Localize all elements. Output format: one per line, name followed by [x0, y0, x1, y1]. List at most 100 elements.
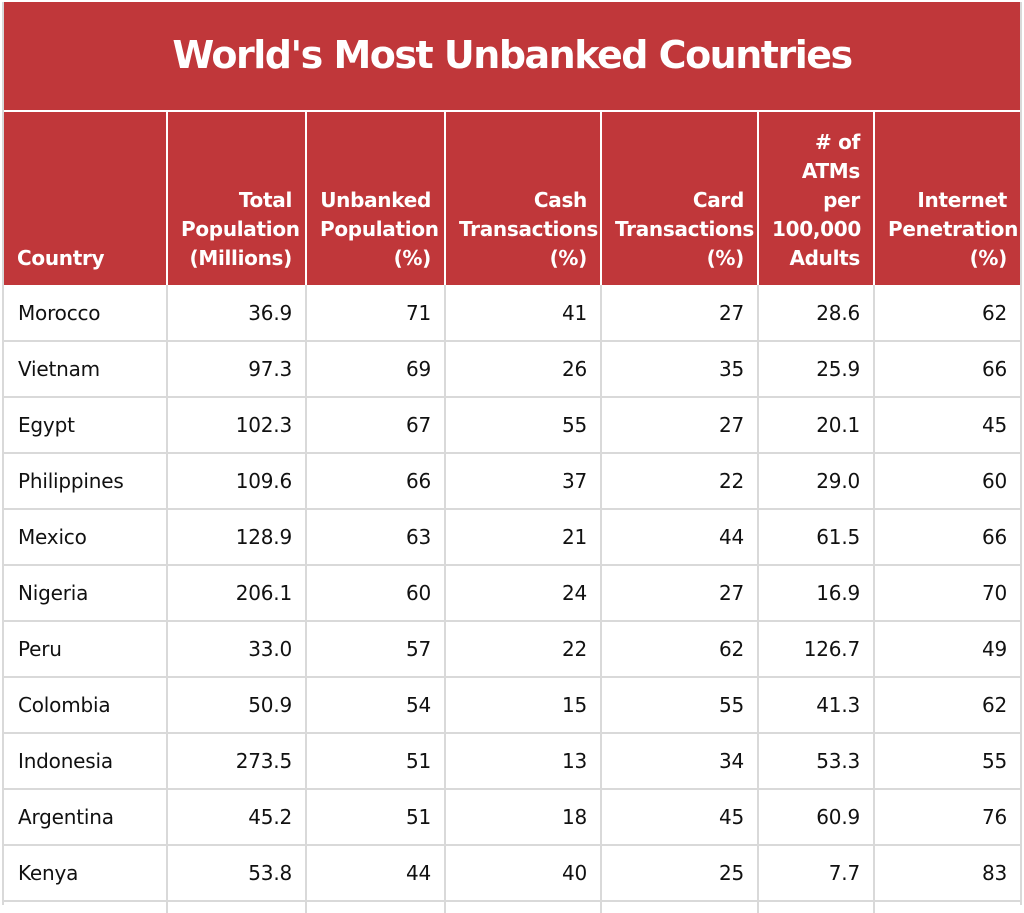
cell-unbanked-population: 51 — [305, 733, 445, 790]
column-header-card-transactions: Card Transactions (%) — [600, 110, 758, 285]
column-header-line: Total — [238, 188, 292, 212]
table-header: Country Total Population (Millions) Unbanked… — [4, 110, 1020, 285]
cell-internet-penetration: 66 — [873, 341, 1020, 398]
cell-total-population: 45.2 — [166, 789, 306, 846]
cell-atms-per-100k: 16.9 — [757, 565, 874, 622]
cell-atms-per-100k: 29.0 — [757, 453, 874, 510]
cell-cash-transactions: 55 — [444, 397, 601, 454]
column-header-line: (%) — [969, 246, 1008, 270]
cell-internet-penetration: 83 — [873, 845, 1020, 902]
cell-internet-penetration: 62 — [873, 677, 1020, 734]
column-header-line: Transactions — [615, 217, 754, 241]
cell-unbanked-population: 63 — [305, 509, 445, 566]
table-title: World's Most Unbanked Countries — [172, 33, 853, 77]
column-header-line: Unbanked — [320, 188, 431, 212]
column-header-line: Penetration — [888, 217, 1019, 241]
cell-card-transactions: 25 — [600, 845, 758, 902]
cell-card-transactions: 55 — [600, 677, 758, 734]
cell-total-population: 53.8 — [166, 845, 306, 902]
empty-cell — [166, 901, 306, 913]
cell-country: Peru — [4, 621, 167, 678]
cell-card-transactions: 45 — [600, 789, 758, 846]
cell-unbanked-population: 54 — [305, 677, 445, 734]
table-row: Indonesia 273.5 51 13 34 53.3 55 — [4, 733, 1020, 790]
cell-country: Mexico — [4, 509, 167, 566]
cell-cash-transactions: 18 — [444, 789, 601, 846]
cell-atms-per-100k: 61.5 — [757, 509, 874, 566]
cell-unbanked-population: 57 — [305, 621, 445, 678]
cell-unbanked-population: 60 — [305, 565, 445, 622]
table-row: Colombia 50.9 54 15 55 41.3 62 — [4, 677, 1020, 734]
table-row: Vietnam 97.3 69 26 35 25.9 66 — [4, 341, 1020, 398]
empty-cell — [305, 901, 445, 913]
cell-country: Colombia — [4, 677, 167, 734]
table-row: Mexico 128.9 63 21 44 61.5 66 — [4, 509, 1020, 566]
table-row: Morocco 36.9 71 41 27 28.6 62 — [4, 285, 1020, 342]
cell-card-transactions: 27 — [600, 285, 758, 342]
column-header-line: ATMs — [801, 159, 860, 183]
cell-unbanked-population: 71 — [305, 285, 445, 342]
column-header-line: Card — [692, 188, 744, 212]
cell-atms-per-100k: 60.9 — [757, 789, 874, 846]
table-row: Peru 33.0 57 22 62 126.7 49 — [4, 621, 1020, 678]
cell-cash-transactions: 26 — [444, 341, 601, 398]
cell-cash-transactions: 41 — [444, 285, 601, 342]
cell-card-transactions: 27 — [600, 397, 758, 454]
cell-card-transactions: 22 — [600, 453, 758, 510]
cell-country: Nigeria — [4, 565, 167, 622]
cell-internet-penetration: 76 — [873, 789, 1020, 846]
empty-cell — [600, 901, 758, 913]
column-header-atms-per-100k: # of ATMs per 100,000 Adults — [757, 110, 874, 285]
cell-unbanked-population: 44 — [305, 845, 445, 902]
cell-card-transactions: 62 — [600, 621, 758, 678]
column-header-line: (%) — [393, 246, 432, 270]
cell-atms-per-100k: 28.6 — [757, 285, 874, 342]
column-header-line: per — [823, 188, 860, 212]
cell-total-population: 109.6 — [166, 453, 306, 510]
cell-internet-penetration: 66 — [873, 509, 1020, 566]
cell-total-population: 273.5 — [166, 733, 306, 790]
cell-country: Morocco — [4, 285, 167, 342]
cell-cash-transactions: 37 — [444, 453, 601, 510]
cell-atms-per-100k: 20.1 — [757, 397, 874, 454]
cell-unbanked-population: 69 — [305, 341, 445, 398]
empty-cell — [4, 901, 167, 913]
cell-country: Philippines — [4, 453, 167, 510]
cell-total-population: 128.9 — [166, 509, 306, 566]
cell-unbanked-population: 66 — [305, 453, 445, 510]
cell-total-population: 36.9 — [166, 285, 306, 342]
column-header-line: Internet — [917, 188, 1007, 212]
table-row: Kenya 53.8 44 40 25 7.7 83 — [4, 845, 1020, 902]
column-header-total-population: Total Population (Millions) — [166, 110, 306, 285]
column-header-unbanked-population: Unbanked Population (%) — [305, 110, 445, 285]
table-row: Argentina 45.2 51 18 45 60.9 76 — [4, 789, 1020, 846]
cell-internet-penetration: 45 — [873, 397, 1020, 454]
empty-cell — [444, 901, 601, 913]
cell-cash-transactions: 13 — [444, 733, 601, 790]
cell-country: Vietnam — [4, 341, 167, 398]
table-row: Egypt 102.3 67 55 27 20.1 45 — [4, 397, 1020, 454]
data-table: Country Total Population (Millions) Unbanked… — [4, 110, 1020, 913]
cell-atms-per-100k: 7.7 — [757, 845, 874, 902]
cell-internet-penetration: 60 — [873, 453, 1020, 510]
column-header-line: Country — [17, 246, 105, 270]
column-header-line: Adults — [789, 246, 860, 270]
column-header-line: Cash — [533, 188, 587, 212]
cell-country: Egypt — [4, 397, 167, 454]
title-bar: World's Most Unbanked Countries — [4, 2, 1020, 110]
table-row-partial — [4, 901, 1020, 913]
empty-cell — [757, 901, 874, 913]
column-header-line: (%) — [706, 246, 745, 270]
cell-cash-transactions: 21 — [444, 509, 601, 566]
cell-unbanked-population: 51 — [305, 789, 445, 846]
column-header-line: Population — [320, 217, 439, 241]
cell-unbanked-population: 67 — [305, 397, 445, 454]
cell-internet-penetration: 70 — [873, 565, 1020, 622]
cell-atms-per-100k: 53.3 — [757, 733, 874, 790]
cell-country: Argentina — [4, 789, 167, 846]
cell-country: Indonesia — [4, 733, 167, 790]
column-header-internet-penetration: Internet Penetration (%) — [873, 110, 1020, 285]
table-row: Nigeria 206.1 60 24 27 16.9 70 — [4, 565, 1020, 622]
cell-card-transactions: 34 — [600, 733, 758, 790]
